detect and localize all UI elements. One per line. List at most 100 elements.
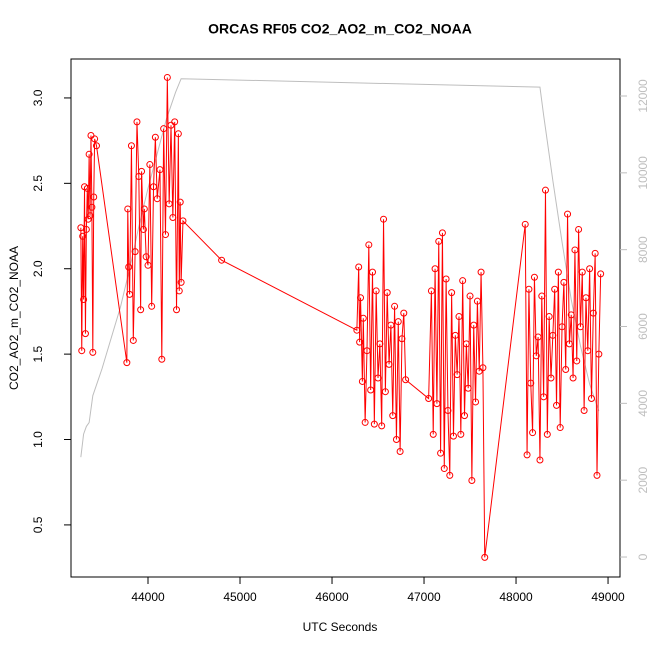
x-tick-label: 46000 bbox=[315, 590, 349, 604]
data-point bbox=[431, 265, 439, 273]
data-point bbox=[169, 213, 177, 221]
data-point bbox=[177, 278, 185, 286]
x-tick-label: 45000 bbox=[223, 590, 257, 604]
data-point bbox=[165, 200, 173, 208]
y-tick-label: 2.5 bbox=[31, 175, 45, 192]
data-point bbox=[448, 289, 456, 297]
data-point bbox=[137, 306, 145, 314]
data-point bbox=[402, 376, 410, 384]
data-point bbox=[175, 287, 183, 295]
data-point bbox=[455, 313, 463, 321]
data-point bbox=[580, 406, 588, 414]
y2-tick-label: 6000 bbox=[636, 313, 650, 340]
data-point bbox=[91, 135, 99, 143]
data-point bbox=[462, 340, 470, 348]
y-tick-label: 2.0 bbox=[31, 260, 45, 277]
data-point bbox=[453, 371, 461, 379]
data-point bbox=[438, 229, 446, 237]
data-point bbox=[385, 360, 393, 368]
data-point bbox=[376, 340, 384, 348]
data-point bbox=[381, 388, 389, 396]
data-point bbox=[564, 210, 572, 218]
series-line bbox=[80, 77, 602, 558]
y2-tick-label: 0 bbox=[636, 553, 650, 560]
data-point bbox=[597, 270, 605, 278]
data-point bbox=[357, 294, 365, 302]
data-point bbox=[367, 386, 375, 394]
data-point bbox=[586, 265, 594, 273]
data-point bbox=[575, 225, 583, 233]
data-point bbox=[160, 125, 168, 133]
data-point bbox=[218, 256, 226, 264]
data-point bbox=[361, 418, 369, 426]
data-point bbox=[355, 263, 363, 271]
data-point bbox=[380, 215, 388, 223]
data-point bbox=[153, 195, 161, 203]
data-point bbox=[374, 374, 382, 382]
data-point bbox=[127, 142, 135, 150]
y-tick-label: 3.0 bbox=[31, 89, 45, 106]
data-point bbox=[461, 412, 469, 420]
y2-tick-label: 4000 bbox=[636, 390, 650, 417]
data-point bbox=[569, 374, 577, 382]
data-point bbox=[582, 294, 590, 302]
data-point bbox=[433, 400, 441, 408]
data-point bbox=[123, 359, 131, 367]
data-point bbox=[440, 465, 448, 473]
data-point bbox=[391, 302, 399, 310]
data-point bbox=[359, 314, 367, 322]
data-point bbox=[571, 246, 579, 254]
data-point bbox=[383, 289, 391, 297]
data-point bbox=[144, 261, 152, 269]
data-point bbox=[387, 321, 395, 329]
data-point bbox=[161, 231, 169, 239]
data-point bbox=[138, 167, 146, 175]
data-point bbox=[369, 268, 377, 276]
y2-tick-label: 10000 bbox=[636, 156, 650, 190]
chart-title: ORCAS RF05 CO2_AO2_m_CO2_NOAA bbox=[208, 21, 472, 37]
data-point bbox=[151, 133, 159, 141]
data-point bbox=[150, 183, 158, 191]
data-point bbox=[86, 212, 94, 220]
data-point bbox=[158, 355, 166, 363]
data-point bbox=[174, 130, 182, 138]
data-point bbox=[444, 406, 452, 414]
data-point bbox=[529, 429, 537, 437]
y-axis-label: CO2_AO2_m_CO2_NOAA bbox=[7, 246, 21, 390]
plot-frame bbox=[70, 58, 621, 578]
x-tick-label: 47000 bbox=[407, 590, 441, 604]
data-point bbox=[126, 290, 134, 298]
data-point bbox=[523, 451, 531, 459]
data-point bbox=[356, 338, 364, 346]
data-point bbox=[536, 456, 544, 464]
y2-tick-label: 12000 bbox=[636, 79, 650, 113]
data-point bbox=[593, 471, 601, 479]
data-point bbox=[358, 377, 366, 385]
data-point bbox=[530, 273, 538, 281]
y-tick-label: 0.5 bbox=[31, 516, 45, 533]
data-point bbox=[427, 287, 435, 295]
data-point bbox=[540, 393, 548, 401]
data-point bbox=[534, 333, 542, 341]
data-point bbox=[477, 268, 485, 276]
y-tick-label: 1.5 bbox=[31, 345, 45, 362]
data-point bbox=[466, 292, 474, 300]
x-tick-label: 48000 bbox=[499, 590, 533, 604]
data-point bbox=[171, 118, 179, 126]
data-point bbox=[560, 278, 568, 286]
data-point bbox=[591, 249, 599, 257]
data-point bbox=[163, 73, 171, 81]
data-point bbox=[396, 447, 404, 455]
data-point bbox=[468, 477, 476, 485]
data-point bbox=[543, 430, 551, 438]
data-point bbox=[472, 398, 480, 406]
data-point bbox=[479, 364, 487, 372]
data-point bbox=[139, 225, 147, 233]
data-point bbox=[133, 118, 141, 126]
data-point bbox=[481, 553, 489, 561]
data-point bbox=[584, 347, 592, 355]
data-point bbox=[425, 395, 433, 403]
x-tick-label: 44000 bbox=[131, 590, 165, 604]
data-point bbox=[80, 295, 88, 303]
